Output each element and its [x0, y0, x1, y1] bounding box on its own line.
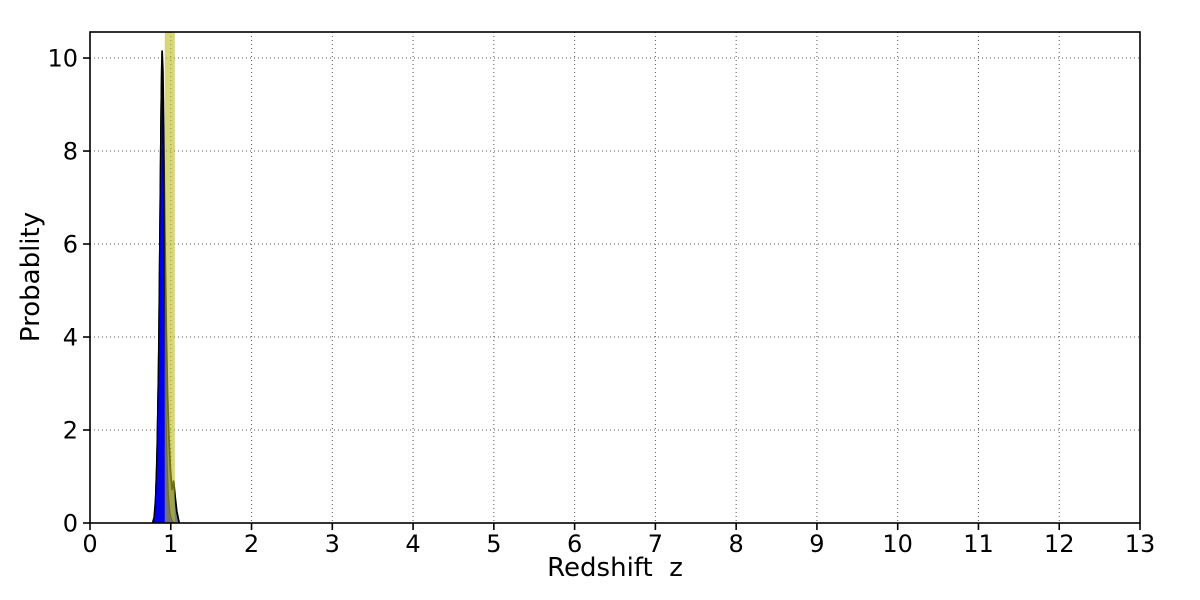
y-axis-label: Probablity	[16, 211, 46, 343]
x-tick-label: 0	[82, 530, 97, 558]
x-tick-label: 8	[729, 530, 744, 558]
x-tick-label: 4	[405, 530, 420, 558]
x-tick-label: 1	[163, 530, 178, 558]
highlight-band	[164, 32, 175, 523]
x-tick-label: 9	[809, 530, 824, 558]
plot-border	[89, 31, 1141, 524]
y-tick-label: 6	[63, 231, 78, 259]
y-tick-label: 2	[63, 417, 78, 445]
x-axis-label: Redshift z	[547, 553, 683, 583]
x-tick-label: 6	[567, 530, 582, 558]
y-tick-label: 10	[47, 45, 78, 73]
y-tick-label: 0	[63, 510, 78, 538]
x-tick-label: 7	[648, 530, 663, 558]
x-tick-label: 5	[486, 530, 501, 558]
x-tick-label: 2	[244, 530, 259, 558]
credible-region-fill	[153, 60, 174, 524]
x-tick-label: 13	[1125, 530, 1156, 558]
x-tick-label: 11	[963, 530, 994, 558]
x-tick-label: 12	[1044, 530, 1075, 558]
y-tick-label: 8	[63, 138, 78, 166]
x-tick-label: 10	[882, 530, 913, 558]
x-tick-label: 3	[325, 530, 340, 558]
y-tick-label: 4	[63, 324, 78, 352]
